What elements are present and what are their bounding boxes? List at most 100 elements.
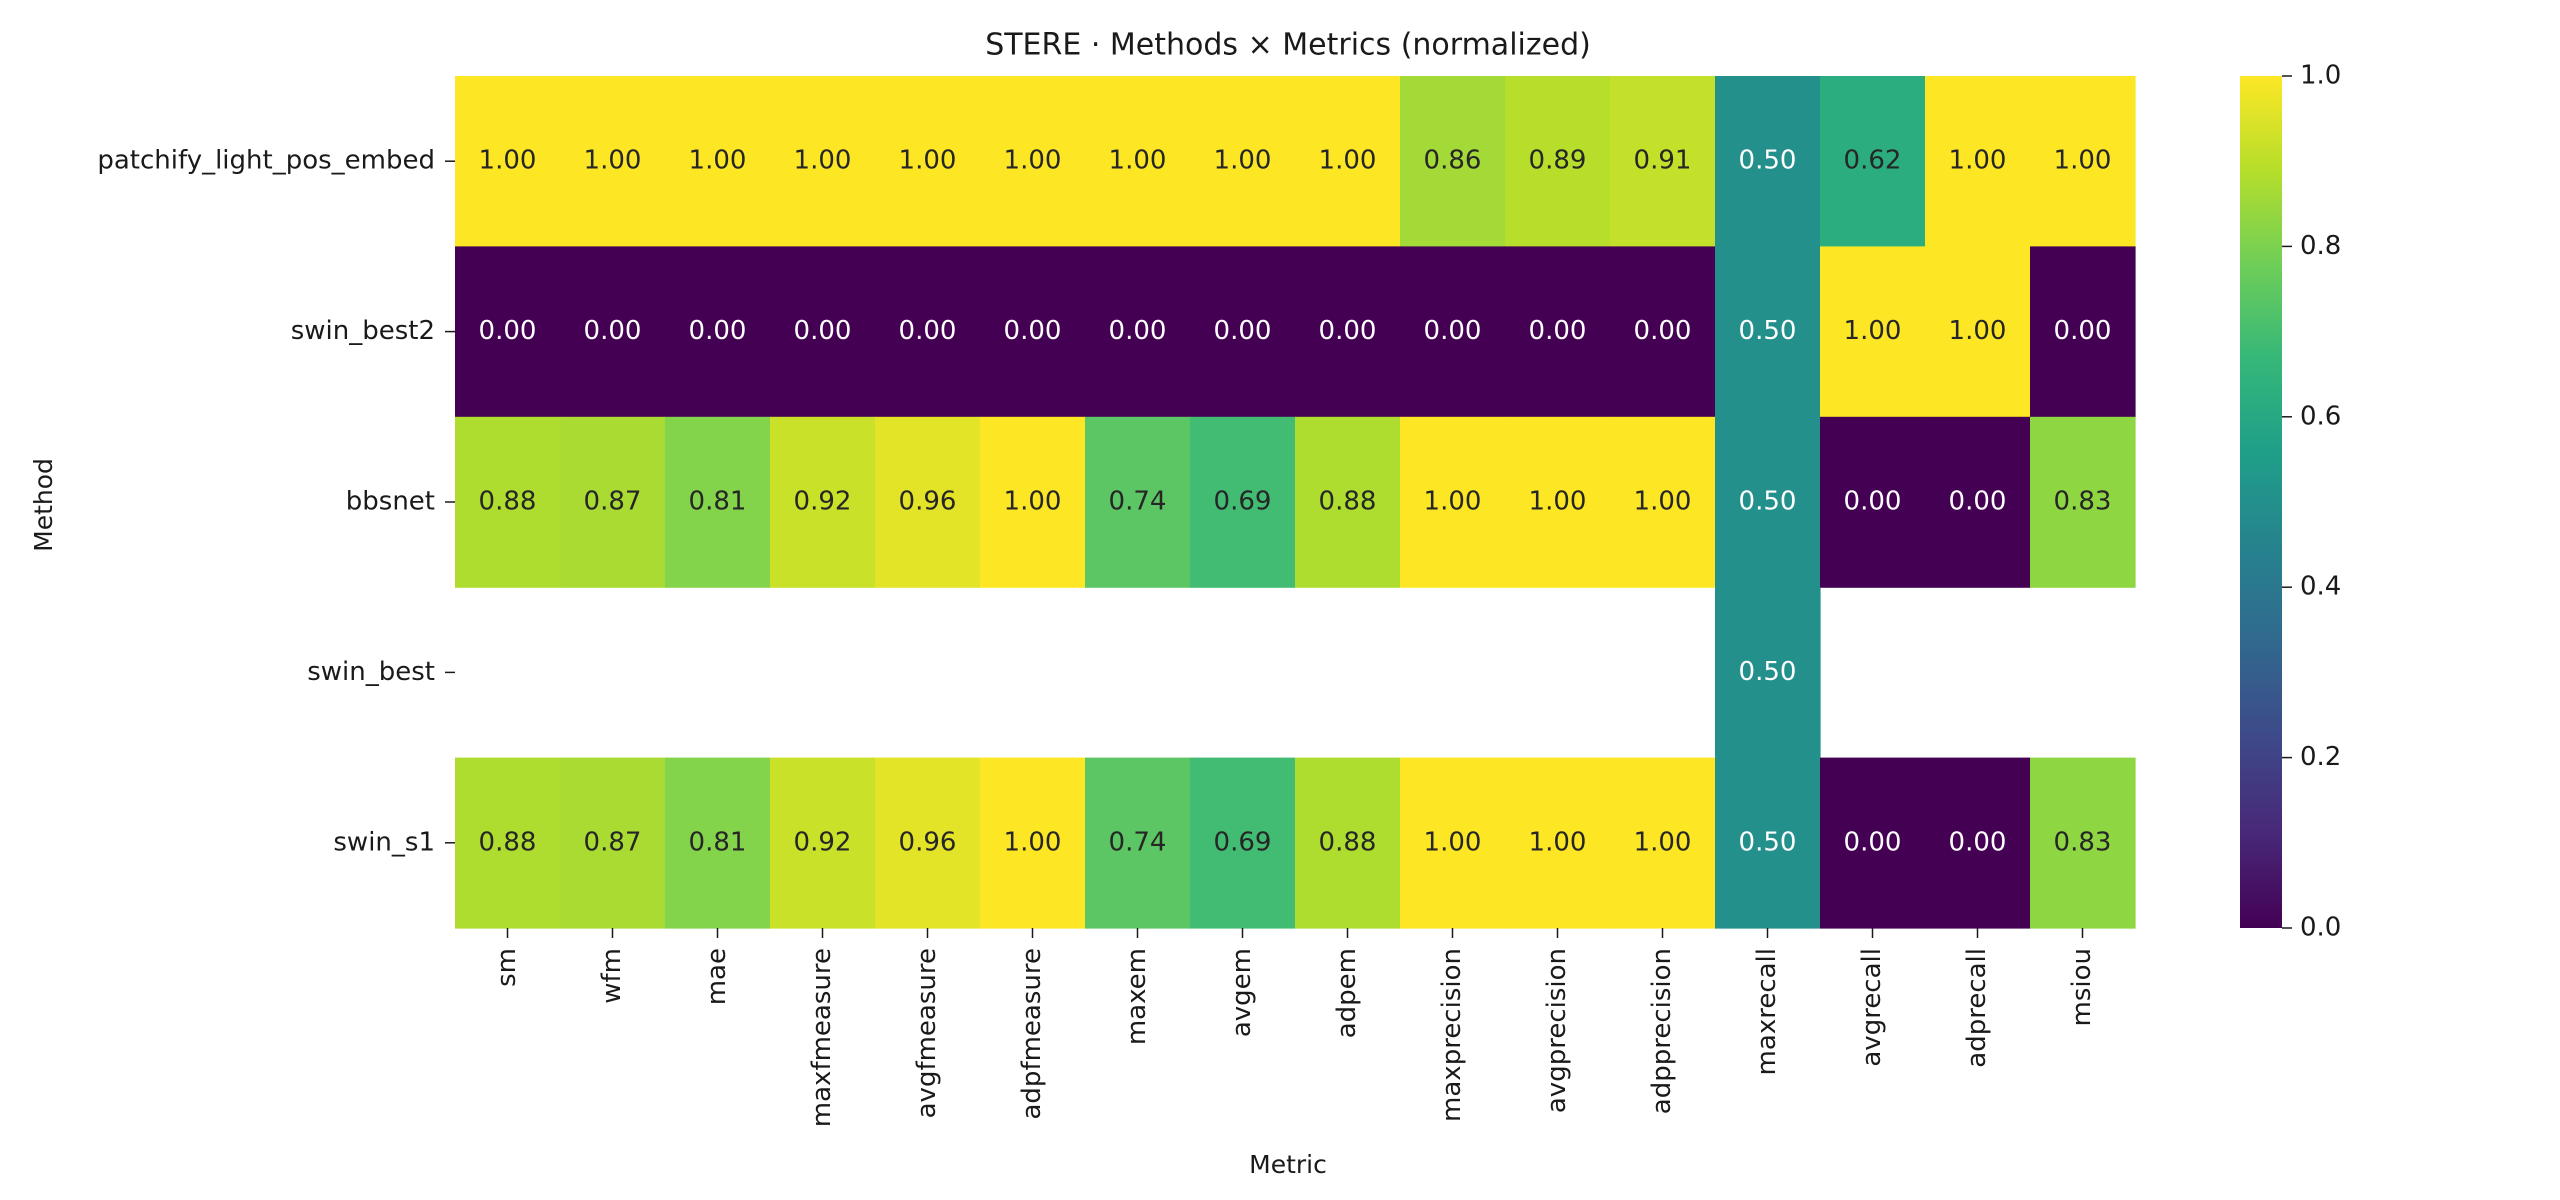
heatmap-cell [1295, 757, 1401, 929]
heatmap-cell [875, 757, 981, 929]
metric-tick-label: adpem [1332, 948, 1362, 1038]
heatmap-cell [1820, 76, 1926, 247]
heatmap-cell [1400, 76, 1506, 247]
cell-value-label: 1.00 [1109, 146, 1167, 176]
metric-tick-label: sm [492, 948, 522, 987]
heatmap-cell [2030, 246, 2136, 418]
heatmap-cell [770, 76, 876, 247]
colorbar-tick-label: 0.0 [2300, 913, 2341, 943]
heatmap-cell [2030, 76, 2136, 247]
heatmap-cell [1295, 246, 1401, 418]
cell-value-label: 1.00 [1949, 146, 2007, 176]
cell-value-label: 0.88 [479, 827, 537, 857]
metric-tick-label: msiou [2067, 948, 2097, 1026]
cell-value-label: 0.00 [1529, 316, 1587, 346]
cell-annotations: 1.00 1.00 1.00 1.00 1.00 1.00 1.00 1.00 1.00 0.86… [479, 146, 2112, 858]
cell-value-label: 0.50 [1739, 316, 1797, 346]
heatmap-cell [1190, 246, 1296, 418]
cell-value-label: 0.74 [1109, 827, 1167, 857]
heatmap-cell [1295, 416, 1401, 588]
heatmap-cell [770, 757, 876, 929]
heatmap-cell [1820, 246, 1926, 418]
heatmap-cell [1610, 757, 1716, 929]
heatmap-cell [1085, 757, 1191, 929]
metric-tick-label: maxrecall [1752, 948, 1782, 1075]
heatmap-cell [560, 76, 666, 247]
method-tick-label: swin_best [307, 657, 435, 687]
cell-value-label: 1.00 [1529, 487, 1587, 517]
heatmap-cell [1715, 416, 1821, 588]
cell-value-label: 1.00 [1424, 487, 1482, 517]
heatmap-cell [455, 416, 561, 588]
method-tick-label: patchify_light_pos_embed [97, 146, 435, 176]
cell-value-label: 0.83 [2054, 827, 2112, 857]
metric-tick-label: maxem [1122, 948, 1152, 1045]
heatmap-cell [1400, 416, 1506, 588]
heatmap-cell [875, 246, 981, 418]
heatmap-cell [1085, 246, 1191, 418]
colorbar-tick-label: 0.8 [2300, 231, 2341, 261]
cell-value-label: 1.00 [1529, 827, 1587, 857]
x-axis-label: Metric [1249, 1150, 1327, 1179]
heatmap-cell [1505, 416, 1611, 588]
cell-value-label: 1.00 [1949, 316, 2007, 346]
chart-title: STERE · Methods × Metrics (normalized) [985, 28, 1591, 63]
heatmap-cell [1715, 587, 1821, 759]
cell-value-label: 1.00 [1844, 316, 1902, 346]
heatmap-cell [875, 416, 981, 588]
cell-value-label: 0.00 [1424, 316, 1482, 346]
heatmap-cell [980, 757, 1086, 929]
cell-value-label: 0.50 [1739, 487, 1797, 517]
cell-value-label: 1.00 [794, 146, 852, 176]
heatmap-cell [1505, 246, 1611, 418]
heatmap-cell [980, 246, 1086, 418]
heatmap-cell [665, 76, 771, 247]
heatmap-cell [455, 76, 561, 247]
cell-value-label: 1.00 [1319, 146, 1377, 176]
heatmap-cell [875, 76, 981, 247]
cell-value-label: 0.00 [1319, 316, 1377, 346]
heatmap-cell [1610, 416, 1716, 588]
method-tick-label: bbsnet [346, 487, 435, 517]
cell-value-label: 0.00 [1949, 827, 2007, 857]
colorbar: 0.0 0.2 0.4 0.6 0.8 1.0 [2240, 61, 2341, 943]
cell-value-label: 0.87 [584, 487, 642, 517]
metric-tick-label: avgprecision [1542, 948, 1572, 1113]
cell-value-label: 0.00 [899, 316, 957, 346]
colorbar-tick-label: 1.0 [2300, 61, 2341, 91]
cell-value-label: 1.00 [1634, 827, 1692, 857]
heatmap-cell [455, 246, 561, 418]
cell-value-label: 0.00 [1109, 316, 1167, 346]
cell-value-label: 0.00 [1949, 487, 2007, 517]
method-tick-label: swin_s1 [333, 827, 435, 857]
heatmap-cell [560, 757, 666, 929]
heatmap-cell [665, 246, 771, 418]
heatmap-cell [1400, 246, 1506, 418]
cell-value-label: 1.00 [899, 146, 957, 176]
heatmap-cell [1715, 76, 1821, 247]
heatmap-cell [1925, 757, 2031, 929]
colorbar-tick-label: 0.6 [2300, 401, 2341, 431]
cell-value-label: 0.96 [899, 827, 957, 857]
metric-tick-label: adpprecision [1647, 948, 1677, 1114]
heatmap-cell [770, 246, 876, 418]
cell-value-label: 1.00 [479, 146, 537, 176]
cell-value-label: 0.83 [2054, 487, 2112, 517]
metric-tick-label: adprecall [1962, 948, 1992, 1068]
heatmap-cell [455, 757, 561, 929]
cell-value-label: 0.00 [1844, 487, 1902, 517]
cell-value-label: 0.62 [1844, 146, 1902, 176]
heatmap-cell [1190, 416, 1296, 588]
cell-value-label: 1.00 [1004, 827, 1062, 857]
heatmap-cell [770, 416, 876, 588]
cell-value-label: 0.00 [1634, 316, 1692, 346]
cell-value-label: 1.00 [2054, 146, 2112, 176]
heatmap-cell [980, 416, 1086, 588]
cell-value-label: 1.00 [1004, 487, 1062, 517]
heatmap-cell [1715, 757, 1821, 929]
metric-tick-label: avgrecall [1857, 948, 1887, 1067]
colorbar-gradient [2240, 76, 2282, 928]
metric-tick-label: mae [702, 948, 732, 1005]
heatmap-cell [1925, 76, 2031, 247]
